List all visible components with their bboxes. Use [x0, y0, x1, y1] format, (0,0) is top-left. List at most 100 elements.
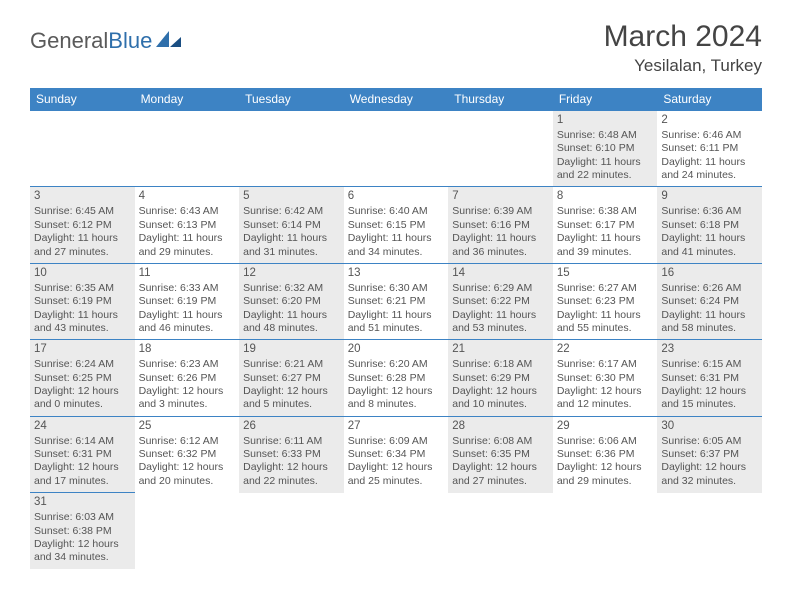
calendar-cell: 24Sunrise: 6:14 AMSunset: 6:31 PMDayligh…: [30, 416, 135, 492]
header: GeneralBlue March 2024 Yesilalan, Turkey: [30, 20, 762, 76]
day-number: 24: [34, 419, 131, 434]
calendar-cell: 9Sunrise: 6:36 AMSunset: 6:18 PMDaylight…: [657, 187, 762, 263]
cell-daylight1: Daylight: 11 hours: [34, 232, 131, 245]
calendar-cell: 12Sunrise: 6:32 AMSunset: 6:20 PMDayligh…: [239, 263, 344, 339]
cell-sunrise: Sunrise: 6:03 AM: [34, 511, 131, 524]
cell-daylight1: Daylight: 11 hours: [243, 232, 340, 245]
day-number: 29: [557, 419, 654, 434]
day-number: 8: [557, 189, 654, 204]
cell-daylight2: and 58 minutes.: [661, 322, 758, 335]
cell-daylight1: Daylight: 12 hours: [243, 461, 340, 474]
brand-name-b: Blue: [108, 28, 152, 53]
cell-daylight2: and 8 minutes.: [348, 398, 445, 411]
cell-sunset: Sunset: 6:36 PM: [557, 448, 654, 461]
calendar-header-row: SundayMondayTuesdayWednesdayThursdayFrid…: [30, 88, 762, 111]
day-number: 3: [34, 189, 131, 204]
calendar-cell-blank: [448, 111, 553, 187]
cell-daylight1: Daylight: 11 hours: [452, 309, 549, 322]
cell-sunset: Sunset: 6:32 PM: [139, 448, 236, 461]
cell-sunset: Sunset: 6:19 PM: [139, 295, 236, 308]
calendar-cell: 14Sunrise: 6:29 AMSunset: 6:22 PMDayligh…: [448, 263, 553, 339]
day-number: 7: [452, 189, 549, 204]
cell-daylight1: Daylight: 12 hours: [34, 385, 131, 398]
calendar-page: GeneralBlue March 2024 Yesilalan, Turkey…: [0, 0, 792, 589]
calendar-cell: 26Sunrise: 6:11 AMSunset: 6:33 PMDayligh…: [239, 416, 344, 492]
calendar-week-row: 17Sunrise: 6:24 AMSunset: 6:25 PMDayligh…: [30, 340, 762, 416]
cell-daylight2: and 0 minutes.: [34, 398, 131, 411]
day-number: 13: [348, 266, 445, 281]
day-header: Thursday: [448, 88, 553, 111]
cell-daylight1: Daylight: 12 hours: [139, 461, 236, 474]
calendar-cell: 22Sunrise: 6:17 AMSunset: 6:30 PMDayligh…: [553, 340, 658, 416]
cell-sunset: Sunset: 6:30 PM: [557, 372, 654, 385]
calendar-cell-blank: [239, 493, 344, 569]
cell-sunrise: Sunrise: 6:23 AM: [139, 358, 236, 371]
cell-daylight1: Daylight: 11 hours: [557, 232, 654, 245]
cell-daylight1: Daylight: 12 hours: [557, 385, 654, 398]
day-number: 15: [557, 266, 654, 281]
calendar-cell-blank: [448, 493, 553, 569]
day-number: 11: [139, 266, 236, 281]
day-header: Saturday: [657, 88, 762, 111]
cell-sunset: Sunset: 6:29 PM: [452, 372, 549, 385]
day-number: 27: [348, 419, 445, 434]
calendar-cell-blank: [135, 493, 240, 569]
cell-daylight2: and 12 minutes.: [557, 398, 654, 411]
cell-sunrise: Sunrise: 6:17 AM: [557, 358, 654, 371]
cell-sunrise: Sunrise: 6:33 AM: [139, 282, 236, 295]
cell-daylight2: and 24 minutes.: [661, 169, 758, 182]
day-number: 31: [34, 495, 131, 510]
calendar-cell-blank: [344, 493, 449, 569]
cell-sunset: Sunset: 6:34 PM: [348, 448, 445, 461]
cell-daylight2: and 27 minutes.: [452, 475, 549, 488]
cell-daylight1: Daylight: 11 hours: [348, 309, 445, 322]
cell-daylight1: Daylight: 12 hours: [34, 538, 131, 551]
day-header: Monday: [135, 88, 240, 111]
calendar-cell: 8Sunrise: 6:38 AMSunset: 6:17 PMDaylight…: [553, 187, 658, 263]
cell-daylight1: Daylight: 12 hours: [34, 461, 131, 474]
day-header: Friday: [553, 88, 658, 111]
calendar-cell: 29Sunrise: 6:06 AMSunset: 6:36 PMDayligh…: [553, 416, 658, 492]
cell-daylight1: Daylight: 11 hours: [139, 232, 236, 245]
cell-sunset: Sunset: 6:31 PM: [661, 372, 758, 385]
sail-icon: [156, 29, 182, 54]
cell-sunrise: Sunrise: 6:42 AM: [243, 205, 340, 218]
cell-daylight2: and 32 minutes.: [661, 475, 758, 488]
day-header: Tuesday: [239, 88, 344, 111]
day-number: 16: [661, 266, 758, 281]
calendar-week-row: 24Sunrise: 6:14 AMSunset: 6:31 PMDayligh…: [30, 416, 762, 492]
cell-sunrise: Sunrise: 6:38 AM: [557, 205, 654, 218]
cell-daylight2: and 3 minutes.: [139, 398, 236, 411]
day-number: 10: [34, 266, 131, 281]
cell-daylight2: and 22 minutes.: [557, 169, 654, 182]
day-number: 12: [243, 266, 340, 281]
cell-daylight2: and 20 minutes.: [139, 475, 236, 488]
day-header: Sunday: [30, 88, 135, 111]
day-number: 4: [139, 189, 236, 204]
day-number: 30: [661, 419, 758, 434]
calendar-cell: 21Sunrise: 6:18 AMSunset: 6:29 PMDayligh…: [448, 340, 553, 416]
cell-sunrise: Sunrise: 6:08 AM: [452, 435, 549, 448]
cell-sunset: Sunset: 6:20 PM: [243, 295, 340, 308]
calendar-cell: 11Sunrise: 6:33 AMSunset: 6:19 PMDayligh…: [135, 263, 240, 339]
cell-sunrise: Sunrise: 6:18 AM: [452, 358, 549, 371]
cell-daylight1: Daylight: 12 hours: [557, 461, 654, 474]
cell-sunrise: Sunrise: 6:40 AM: [348, 205, 445, 218]
cell-daylight2: and 46 minutes.: [139, 322, 236, 335]
calendar-cell: 1Sunrise: 6:48 AMSunset: 6:10 PMDaylight…: [553, 111, 658, 187]
calendar-week-row: 3Sunrise: 6:45 AMSunset: 6:12 PMDaylight…: [30, 187, 762, 263]
cell-daylight2: and 48 minutes.: [243, 322, 340, 335]
cell-daylight2: and 51 minutes.: [348, 322, 445, 335]
cell-sunrise: Sunrise: 6:43 AM: [139, 205, 236, 218]
cell-sunrise: Sunrise: 6:36 AM: [661, 205, 758, 218]
cell-daylight1: Daylight: 11 hours: [661, 309, 758, 322]
cell-daylight2: and 55 minutes.: [557, 322, 654, 335]
cell-daylight1: Daylight: 12 hours: [452, 461, 549, 474]
cell-sunset: Sunset: 6:25 PM: [34, 372, 131, 385]
title-block: March 2024 Yesilalan, Turkey: [604, 20, 762, 76]
brand-logo: GeneralBlue: [30, 28, 182, 54]
cell-daylight2: and 31 minutes.: [243, 246, 340, 259]
cell-daylight1: Daylight: 12 hours: [348, 461, 445, 474]
cell-sunset: Sunset: 6:13 PM: [139, 219, 236, 232]
cell-daylight1: Daylight: 11 hours: [34, 309, 131, 322]
